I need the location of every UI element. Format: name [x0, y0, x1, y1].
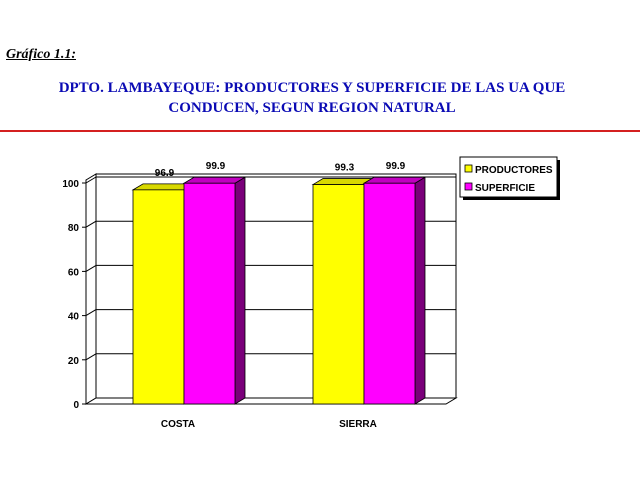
gridline-diag [85, 353, 97, 361]
x-tick-label: SIERRA [339, 419, 377, 430]
legend-swatch [464, 164, 473, 173]
gridline-diag [85, 309, 97, 317]
bar [363, 182, 416, 405]
bar-top [182, 176, 247, 184]
y-tick-label: 100 [62, 179, 79, 190]
gridline-diag [85, 220, 97, 228]
legend-label: PRODUCTORES [475, 165, 553, 176]
y-tick-label: 60 [68, 267, 80, 278]
title-divider [0, 130, 640, 132]
left-wall [85, 173, 97, 405]
chart-title-line-2: CONDUCEN, SEGUN REGION NATURAL [168, 100, 456, 116]
bar [312, 184, 365, 405]
gridline-diag [85, 176, 97, 184]
figure-caption: Gráfico 1.1: [6, 47, 76, 62]
y-tick-label: 20 [68, 356, 80, 367]
y-tick-label: 80 [68, 223, 80, 234]
data-label: 99.3 [335, 163, 355, 174]
y-tick-label: 40 [68, 312, 80, 323]
bar [183, 182, 236, 405]
legend-swatch [464, 182, 473, 191]
chart-title-line-1: DPTO. LAMBAYEQUE: PRODUCTORES Y SUPERFIC… [58, 80, 566, 96]
chart-title: DPTO. LAMBAYEQUE: PRODUCTORES Y SUPERFIC… [0, 78, 624, 118]
bar-side [414, 176, 426, 405]
legend-label: SUPERFICIE [475, 183, 535, 194]
legend-box [459, 156, 558, 198]
bar-top [362, 176, 427, 184]
data-label: 99.9 [386, 161, 406, 172]
data-label: 99.9 [206, 161, 226, 172]
gridline-diag [85, 264, 97, 272]
x-tick-label: COSTA [161, 419, 195, 430]
y-tick-label: 0 [73, 400, 79, 411]
bar [132, 189, 185, 405]
bar-side [234, 176, 246, 405]
data-label: 96.9 [155, 168, 175, 179]
